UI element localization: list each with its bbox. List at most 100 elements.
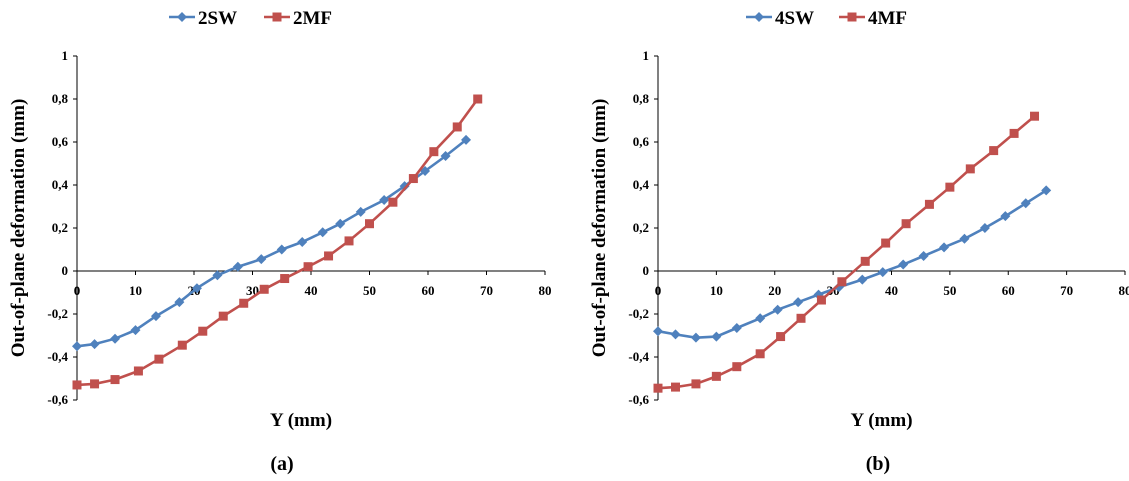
data-point bbox=[174, 297, 185, 308]
series-line bbox=[76, 98, 479, 387]
data-point bbox=[1020, 198, 1031, 209]
legend-marker bbox=[754, 12, 764, 22]
data-point bbox=[218, 311, 228, 321]
data-point bbox=[1009, 128, 1019, 138]
y-tick-label: -0,2 bbox=[628, 306, 649, 321]
legend-label: 2MF bbox=[293, 8, 332, 29]
data-point bbox=[324, 251, 334, 261]
x-tick-label: 0 bbox=[74, 283, 81, 298]
y-tick-label: 0,2 bbox=[633, 220, 649, 235]
data-point bbox=[461, 134, 472, 145]
data-point bbox=[212, 270, 223, 281]
x-tick-label: 50 bbox=[363, 283, 376, 298]
y-tick-label: 0,6 bbox=[633, 134, 650, 149]
data-point bbox=[1030, 111, 1040, 121]
y-tick-label: 0,8 bbox=[52, 91, 69, 106]
x-tick-label: 40 bbox=[305, 283, 318, 298]
data-point bbox=[881, 238, 891, 248]
data-point bbox=[440, 150, 451, 161]
data-point bbox=[755, 313, 766, 324]
data-point bbox=[408, 174, 418, 184]
y-tick-label: -0,6 bbox=[628, 392, 649, 407]
data-point bbox=[355, 206, 366, 217]
x-axis-title: Y (mm) bbox=[270, 410, 332, 431]
y-tick-label: 0,4 bbox=[633, 177, 650, 192]
data-point bbox=[690, 332, 701, 343]
data-point bbox=[796, 313, 806, 323]
series-2SW bbox=[72, 134, 472, 352]
data-point bbox=[344, 236, 354, 246]
x-tick-label: 60 bbox=[1002, 283, 1015, 298]
data-point bbox=[816, 295, 826, 305]
legend-marker bbox=[847, 12, 857, 22]
data-point bbox=[776, 332, 786, 342]
data-point bbox=[989, 146, 999, 156]
data-point bbox=[772, 304, 783, 315]
data-point bbox=[388, 197, 398, 207]
data-point bbox=[365, 219, 374, 229]
series-4SW bbox=[653, 185, 1052, 343]
data-point bbox=[335, 218, 346, 229]
data-point bbox=[711, 371, 721, 381]
y-tick-label: 0,6 bbox=[52, 134, 69, 149]
data-point bbox=[924, 199, 934, 209]
x-tick-label: 60 bbox=[422, 283, 435, 298]
x-tick-label: 0 bbox=[655, 283, 662, 298]
panel-caption: (a) bbox=[270, 453, 293, 475]
chart-panel-b: -0,6-0,4-0,200,20,40,60,810 10 20 30 40 50 60 7… bbox=[589, 8, 1129, 475]
data-point bbox=[860, 256, 870, 266]
series-2MF bbox=[72, 94, 483, 390]
x-tick-label: 80 bbox=[1119, 283, 1129, 298]
data-point bbox=[901, 219, 911, 229]
x-tick-label: 50 bbox=[943, 283, 956, 298]
y-tick-label: 0 bbox=[62, 263, 69, 278]
legend-label: 4SW bbox=[775, 8, 814, 29]
legend-entry: 4SW bbox=[746, 8, 814, 29]
y-tick-label: 0 bbox=[643, 263, 650, 278]
data-point bbox=[280, 274, 290, 284]
y-tick-label: 1 bbox=[643, 48, 650, 63]
x-tick-label: 70 bbox=[1060, 283, 1073, 298]
chart-panel-a: -0,6-0,4-0,200,20,40,60,810 10 20 30 40 50 60 7… bbox=[8, 8, 552, 475]
legend-marker bbox=[272, 12, 282, 22]
data-point bbox=[837, 277, 847, 287]
data-point bbox=[177, 340, 187, 350]
x-tick-label: 40 bbox=[885, 283, 898, 298]
data-point bbox=[259, 284, 269, 294]
data-point bbox=[945, 182, 955, 192]
data-point bbox=[793, 297, 804, 308]
data-point bbox=[939, 242, 950, 253]
data-point bbox=[670, 329, 681, 340]
legend-label: 4MF bbox=[868, 8, 907, 29]
y-tick-label: 0,2 bbox=[52, 220, 68, 235]
series-line bbox=[657, 115, 1036, 390]
data-point bbox=[72, 380, 82, 390]
x-tick-label: 70 bbox=[480, 283, 493, 298]
data-point bbox=[691, 379, 701, 389]
data-point bbox=[89, 339, 100, 350]
data-point bbox=[473, 94, 483, 104]
data-point bbox=[256, 254, 267, 265]
data-point bbox=[671, 382, 681, 392]
data-point bbox=[232, 261, 243, 272]
series-line bbox=[657, 189, 1047, 340]
y-tick-label: -0,4 bbox=[47, 349, 68, 364]
series-line bbox=[76, 138, 467, 348]
data-point bbox=[755, 349, 765, 359]
data-point bbox=[191, 283, 202, 294]
legend-entry: 2MF bbox=[264, 8, 332, 29]
y-tick-label: 0,8 bbox=[633, 91, 650, 106]
legend-label: 2SW bbox=[198, 8, 237, 29]
data-point bbox=[877, 267, 888, 278]
data-point bbox=[276, 244, 287, 255]
data-point bbox=[399, 181, 410, 192]
legend-marker bbox=[177, 12, 187, 22]
y-tick-label: -0,6 bbox=[47, 392, 68, 407]
data-point bbox=[303, 262, 313, 272]
data-point bbox=[1041, 185, 1052, 196]
x-tick-label: 10 bbox=[129, 283, 142, 298]
data-point bbox=[154, 354, 164, 364]
data-point bbox=[317, 227, 328, 238]
data-point bbox=[898, 259, 909, 270]
